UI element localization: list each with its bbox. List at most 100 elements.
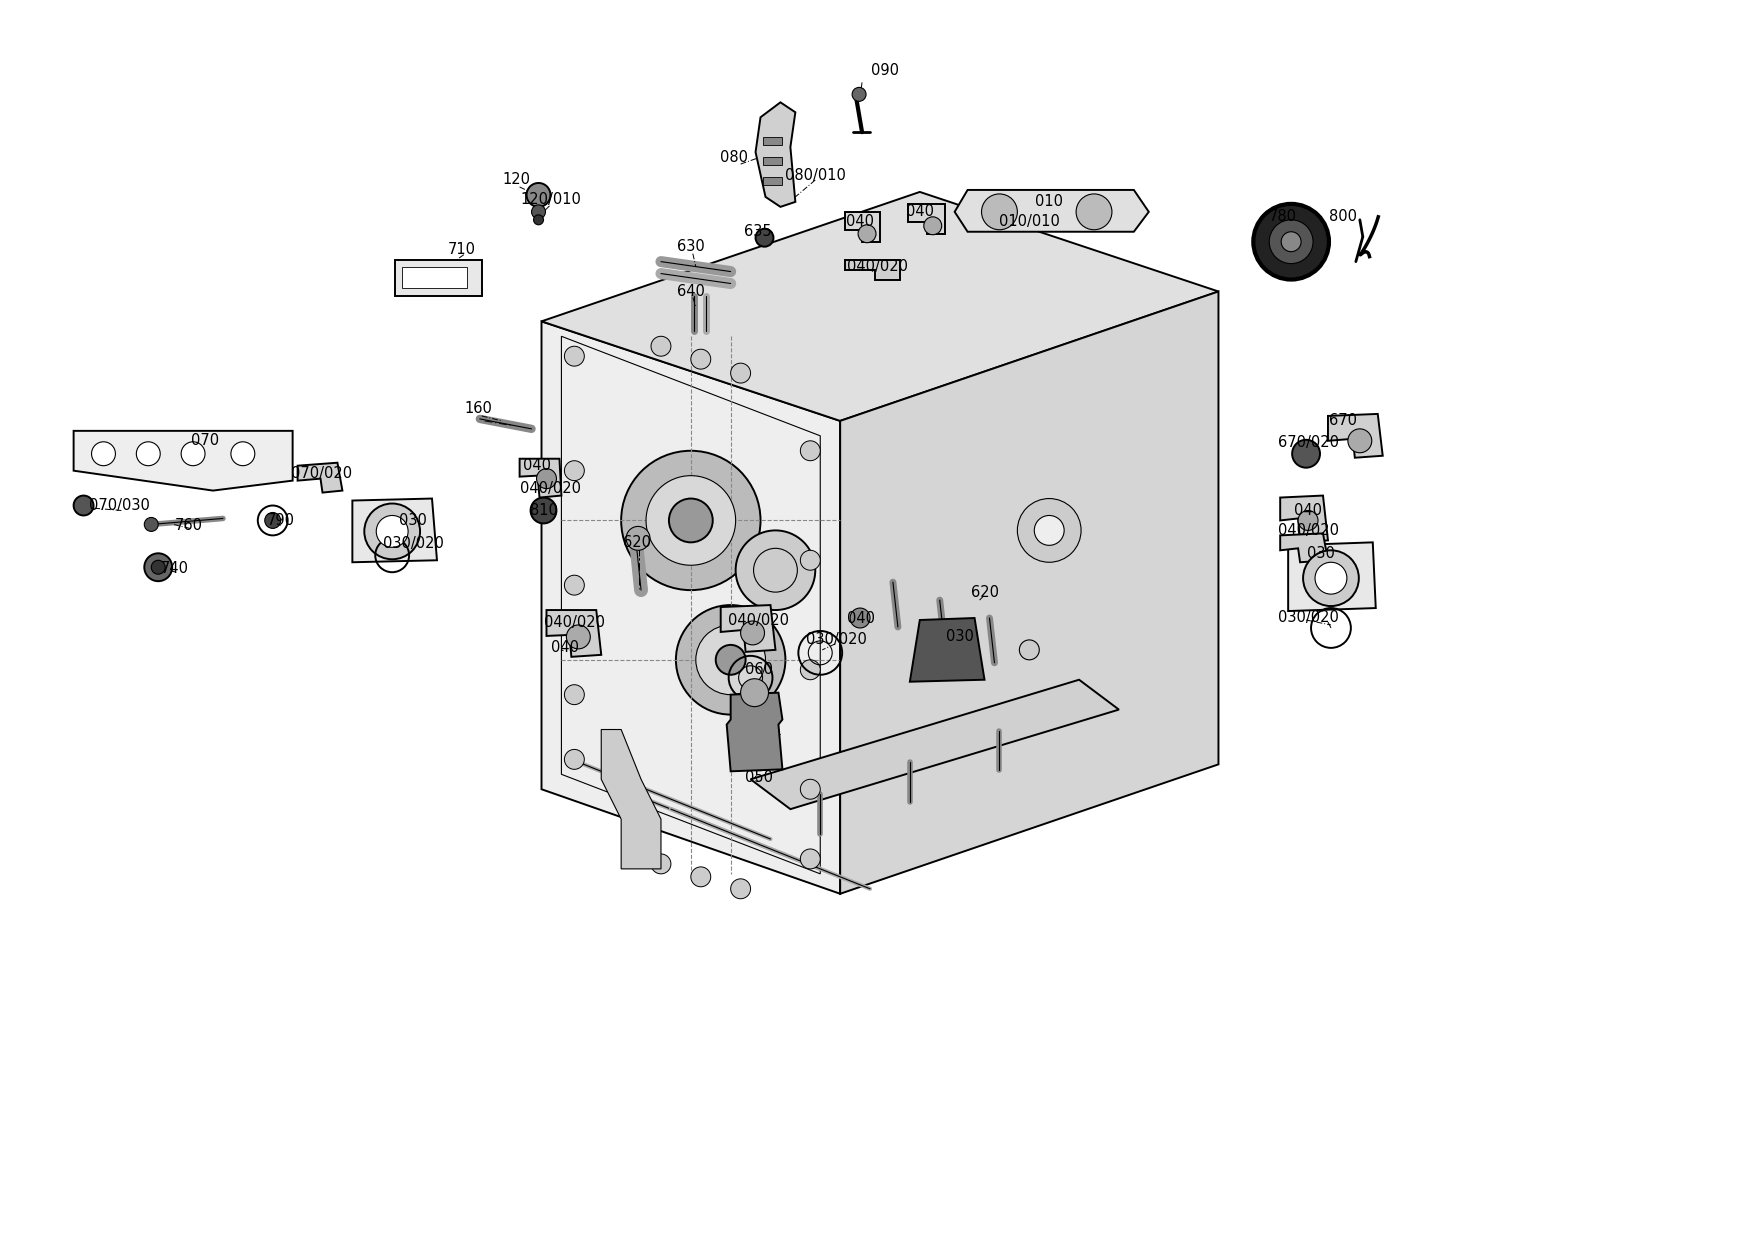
Circle shape	[1270, 219, 1314, 264]
Text: 010: 010	[1035, 195, 1063, 210]
Circle shape	[858, 224, 875, 243]
Polygon shape	[909, 203, 945, 233]
Polygon shape	[845, 212, 881, 242]
Polygon shape	[519, 459, 561, 497]
Circle shape	[377, 516, 409, 547]
Circle shape	[1298, 511, 1317, 531]
Circle shape	[668, 498, 712, 542]
Text: 040: 040	[551, 640, 579, 656]
Circle shape	[526, 184, 551, 207]
Polygon shape	[542, 192, 1219, 420]
Circle shape	[800, 440, 821, 461]
Circle shape	[1035, 516, 1065, 546]
Polygon shape	[547, 610, 602, 657]
Circle shape	[626, 527, 651, 551]
Circle shape	[1347, 429, 1372, 453]
Circle shape	[1303, 551, 1359, 606]
Circle shape	[565, 346, 584, 366]
Circle shape	[852, 87, 866, 102]
Text: 810: 810	[530, 503, 558, 518]
Circle shape	[144, 517, 158, 532]
Circle shape	[716, 645, 745, 675]
Circle shape	[696, 625, 765, 694]
Text: 040: 040	[845, 215, 873, 229]
Circle shape	[533, 215, 544, 224]
Polygon shape	[1280, 533, 1328, 562]
Text: 790: 790	[267, 513, 295, 528]
Polygon shape	[74, 430, 293, 491]
Text: 010/010: 010/010	[998, 215, 1059, 229]
Text: 050: 050	[744, 770, 772, 785]
Text: 040/020: 040/020	[544, 615, 605, 630]
Text: 040: 040	[1294, 503, 1323, 518]
Circle shape	[731, 879, 751, 899]
Text: 040/020: 040/020	[1277, 523, 1338, 538]
Circle shape	[740, 678, 768, 707]
Polygon shape	[840, 291, 1219, 894]
Polygon shape	[542, 321, 840, 894]
Text: 030/020: 030/020	[1277, 610, 1338, 625]
Circle shape	[651, 854, 672, 874]
Circle shape	[530, 497, 556, 523]
Polygon shape	[1287, 542, 1375, 611]
Polygon shape	[954, 190, 1149, 232]
Text: 070: 070	[191, 433, 219, 449]
Circle shape	[565, 461, 584, 481]
Polygon shape	[751, 680, 1119, 810]
Text: 040/020: 040/020	[847, 259, 907, 274]
Circle shape	[1019, 640, 1040, 660]
Text: 040/020: 040/020	[519, 481, 581, 496]
Text: 080: 080	[719, 150, 747, 165]
Bar	[763, 177, 782, 185]
Text: 030: 030	[1307, 546, 1335, 560]
Circle shape	[144, 553, 172, 582]
Circle shape	[800, 551, 821, 570]
Circle shape	[1316, 562, 1347, 594]
Text: 620: 620	[623, 534, 651, 549]
Text: 635: 635	[744, 224, 772, 239]
Polygon shape	[910, 618, 984, 682]
Text: 060: 060	[744, 662, 772, 677]
Circle shape	[181, 441, 205, 466]
Circle shape	[74, 496, 93, 516]
Circle shape	[731, 363, 751, 383]
Text: 040: 040	[523, 459, 551, 474]
Circle shape	[735, 531, 816, 610]
Polygon shape	[726, 693, 782, 771]
Text: 030: 030	[400, 513, 426, 528]
Text: 780: 780	[1270, 210, 1298, 224]
Polygon shape	[602, 729, 661, 869]
Circle shape	[531, 205, 545, 218]
Circle shape	[537, 469, 556, 489]
Text: 070/020: 070/020	[291, 466, 353, 481]
Polygon shape	[395, 259, 482, 296]
Circle shape	[675, 605, 786, 714]
Text: 760: 760	[175, 518, 203, 533]
Text: 800: 800	[1330, 210, 1358, 224]
Text: 120: 120	[503, 172, 531, 187]
Text: 120/010: 120/010	[519, 192, 581, 207]
Text: 620: 620	[970, 584, 998, 600]
Text: 080/010: 080/010	[784, 167, 845, 182]
Circle shape	[691, 350, 710, 370]
Circle shape	[982, 193, 1017, 229]
Text: 040: 040	[847, 610, 875, 625]
Circle shape	[567, 625, 591, 649]
Circle shape	[756, 228, 774, 247]
Circle shape	[265, 512, 281, 528]
Text: 030/020: 030/020	[805, 632, 866, 647]
Circle shape	[621, 451, 761, 590]
Circle shape	[851, 608, 870, 627]
Text: 070/030: 070/030	[89, 498, 149, 513]
Circle shape	[365, 503, 419, 559]
Circle shape	[924, 217, 942, 234]
Circle shape	[1293, 440, 1321, 467]
Circle shape	[91, 441, 116, 466]
Circle shape	[1254, 203, 1330, 279]
Text: 030: 030	[945, 630, 973, 645]
Text: 160: 160	[465, 402, 493, 417]
Text: 740: 740	[161, 560, 189, 575]
Circle shape	[800, 849, 821, 869]
Circle shape	[740, 621, 765, 645]
Text: 630: 630	[677, 239, 705, 254]
